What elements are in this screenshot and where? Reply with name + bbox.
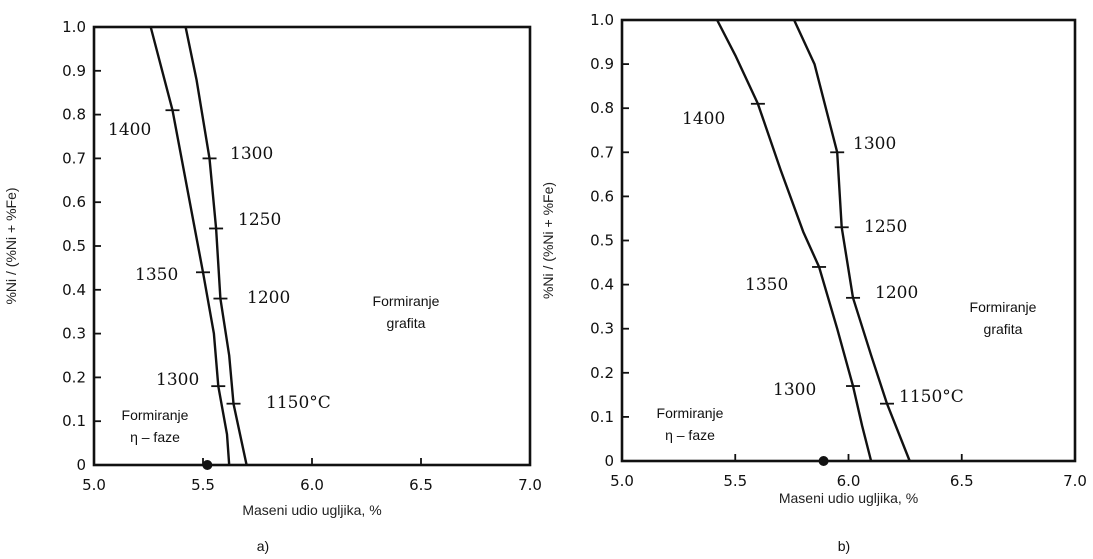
y-tick-label: 0.5 <box>590 232 614 250</box>
y-tick-label: 0.2 <box>62 368 86 386</box>
x-tick-label: 5.0 <box>610 472 634 490</box>
x-axis-title: Maseni udio ugljika, % <box>242 502 381 518</box>
region-label-eta-phase: η – faze <box>130 429 180 445</box>
x-tick-label: 5.0 <box>82 476 106 494</box>
x-tick-label: 5.5 <box>723 472 747 490</box>
region-label-graphite: grafita <box>984 321 1023 337</box>
y-tick-label: 0.1 <box>62 412 86 430</box>
isotherm-label: 1250 <box>238 210 281 230</box>
x-axis-title: Maseni udio ugljika, % <box>779 490 918 506</box>
isotherm-label: 1150°C <box>266 393 331 413</box>
y-tick-label: 1.0 <box>590 11 614 29</box>
x-tick-label: 7.0 <box>518 476 542 494</box>
y-axis-title: %Ni / (%Ni + %Fe) <box>540 182 556 299</box>
y-tick-label: 0.2 <box>590 364 614 382</box>
composition-point <box>202 460 213 470</box>
y-tick-label: 0.9 <box>62 62 86 80</box>
liquidus-curve-right <box>184 26 248 466</box>
region-label-graphite: grafita <box>387 315 426 331</box>
isotherm-label: 1200 <box>247 288 290 308</box>
x-tick-label: 7.0 <box>1063 472 1087 490</box>
y-tick-label: 0 <box>76 456 86 474</box>
isotherm-label: 1250 <box>864 217 907 237</box>
panel-a: 0 0.1 0.2 0.3 0.4 0.5 0.6 0.7 0.8 0.9 1.0 5.0 5.5 6.0… <box>3 18 542 554</box>
isotherm-label: 1300 <box>230 144 273 164</box>
isotherm-label: 1300 <box>773 380 816 400</box>
y-tick-label: 0 <box>604 452 614 470</box>
liquidus-curve-right <box>793 19 911 462</box>
y-tick-label: 0.4 <box>590 276 614 294</box>
composition-point <box>818 456 829 466</box>
y-tick-label: 0.1 <box>590 408 614 426</box>
x-tick-label: 6.0 <box>837 472 861 490</box>
isotherm-label: 1150°C <box>899 387 964 407</box>
isotherm-label: 1350 <box>135 265 178 285</box>
isotherm-label: 1200 <box>875 283 918 303</box>
y-tick-label: 0.8 <box>590 99 614 117</box>
panel-label: b) <box>838 538 850 554</box>
region-label-graphite: Formiranje <box>373 293 440 309</box>
y-axis-title: %Ni / (%Ni + %Fe) <box>3 187 19 304</box>
isotherm-label: 1400 <box>682 109 725 129</box>
x-tick-label: 6.5 <box>950 472 974 490</box>
panel-b: 0 0.1 0.2 0.3 0.4 0.5 0.6 0.7 0.8 0.9 1.0 5.0 5.5 6.0… <box>540 11 1087 554</box>
region-label-eta-phase: Formiranje <box>122 407 189 423</box>
x-tick-label: 6.5 <box>409 476 433 494</box>
y-tick-label: 0.6 <box>590 187 614 205</box>
region-label-eta-phase: Formiranje <box>657 405 724 421</box>
y-tick-label: 0.5 <box>62 237 86 255</box>
y-tick-label: 0.3 <box>62 325 86 343</box>
x-tick-label: 5.5 <box>191 476 215 494</box>
isotherm-label: 1300 <box>156 370 199 390</box>
region-label-graphite: Formiranje <box>970 299 1037 315</box>
liquidus-curve-left <box>716 19 873 462</box>
x-tick-label: 6.0 <box>300 476 324 494</box>
panel-label: a) <box>257 538 269 554</box>
y-tick-label: 0.7 <box>590 143 614 161</box>
isotherm-label: 1350 <box>745 275 788 295</box>
isotherm-label: 1300 <box>853 134 896 154</box>
y-tick-label: 0.6 <box>62 193 86 211</box>
y-tick-label: 0.3 <box>590 320 614 338</box>
region-label-eta-phase: η – faze <box>665 427 715 443</box>
plot-frame <box>620 18 1077 463</box>
y-tick-label: 0.9 <box>590 55 614 73</box>
isotherm-label: 1400 <box>108 120 151 140</box>
y-tick-label: 1.0 <box>62 18 86 36</box>
y-tick-label: 0.4 <box>62 281 86 299</box>
y-tick-label: 0.8 <box>62 106 86 124</box>
y-tick-label: 0.7 <box>62 149 86 167</box>
